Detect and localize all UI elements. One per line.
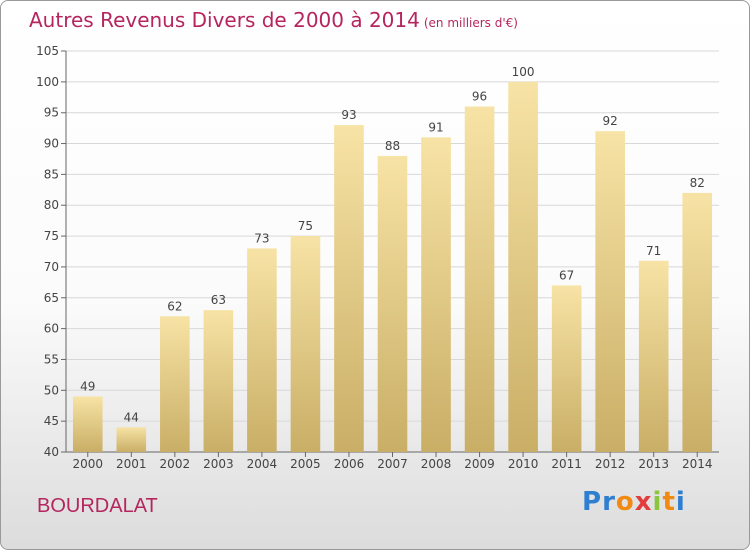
bars	[72, 81, 713, 453]
x-tick-label: 2011	[551, 457, 582, 471]
y-tick-label: 85	[44, 167, 59, 181]
x-tick-label: 2002	[160, 457, 191, 471]
brand-letter: i	[652, 487, 663, 517]
bar	[595, 131, 625, 452]
location-label: BOURDALAT	[37, 495, 158, 517]
brand-logo: Proxiti	[582, 487, 686, 517]
brand-letter: o	[615, 487, 635, 517]
bar	[72, 396, 103, 452]
y-tick-label: 90	[44, 137, 59, 151]
y-tick-label: 95	[44, 106, 59, 120]
axes: 40 45 50 55 60 65 70 75 80 85 90 95 100 105 2000 2001 20…	[36, 44, 719, 471]
bar	[508, 81, 538, 452]
data-label: 93	[341, 108, 356, 122]
x-tick-label: 2012	[595, 457, 626, 471]
x-tick-label: 2007	[377, 457, 408, 471]
chart-title: Autres Revenus Divers de 2000 à 2014 (en …	[29, 8, 518, 32]
y-tick-label: 75	[44, 229, 59, 243]
chart-subtitle: (en milliers d'€)	[423, 16, 518, 30]
data-label: 67	[559, 268, 574, 282]
bar	[160, 316, 190, 452]
y-tick-label: 65	[44, 291, 59, 305]
data-label: 62	[167, 299, 182, 313]
x-tick-label: 2004	[247, 457, 278, 471]
bar	[421, 137, 451, 452]
x-tick-label: 2006	[334, 457, 365, 471]
y-tick-label: 40	[44, 445, 59, 459]
bar	[464, 106, 495, 453]
data-label: 71	[646, 244, 661, 258]
brand-letter: t	[662, 487, 676, 517]
brand-letter: i	[675, 487, 686, 517]
data-label: 49	[80, 379, 95, 393]
data-label: 92	[603, 114, 618, 128]
data-label: 44	[124, 410, 139, 424]
bar	[116, 427, 147, 452]
data-label: 63	[211, 293, 226, 307]
data-label: 91	[428, 120, 443, 134]
data-labels: 49 44 62 63 73 75 93 88 91 96 100 67 92 71 82	[80, 65, 705, 424]
y-tick-label: 70	[44, 260, 59, 274]
x-tick-label: 2009	[464, 457, 495, 471]
brand-letter: r	[602, 487, 616, 517]
bar	[290, 236, 321, 452]
data-label: 82	[690, 176, 705, 190]
x-tick-label: 2010	[508, 457, 539, 471]
bar	[682, 192, 713, 452]
y-tick-label: 45	[44, 414, 59, 428]
y-tick-label: 55	[44, 352, 59, 366]
bar	[334, 125, 364, 453]
y-tick-label: 105	[36, 44, 59, 58]
bar	[551, 285, 582, 452]
y-tick-label: 80	[44, 198, 59, 212]
data-label: 88	[385, 139, 400, 153]
bar	[203, 310, 234, 452]
bar	[638, 260, 669, 452]
bar	[247, 248, 277, 452]
data-label: 96	[472, 90, 487, 104]
data-label: 100	[512, 65, 535, 79]
y-tick-label: 60	[44, 322, 59, 336]
chart-title-text: Autres Revenus Divers de 2000 à 2014	[29, 8, 420, 32]
y-tick-label: 100	[36, 75, 59, 89]
x-tick-label: 2000	[72, 457, 103, 471]
data-label: 75	[298, 219, 313, 233]
x-tick-label: 2013	[638, 457, 669, 471]
x-tick-label: 2001	[116, 457, 147, 471]
x-tick-label: 2005	[290, 457, 321, 471]
bar	[377, 155, 408, 452]
x-tick-label: 2003	[203, 457, 234, 471]
brand-letter: P	[582, 487, 603, 517]
data-label: 73	[254, 231, 269, 245]
x-tick-label: 2014	[682, 457, 713, 471]
brand-letter: x	[634, 487, 653, 517]
y-tick-label: 50	[44, 383, 59, 397]
x-tick-label: 2008	[421, 457, 452, 471]
